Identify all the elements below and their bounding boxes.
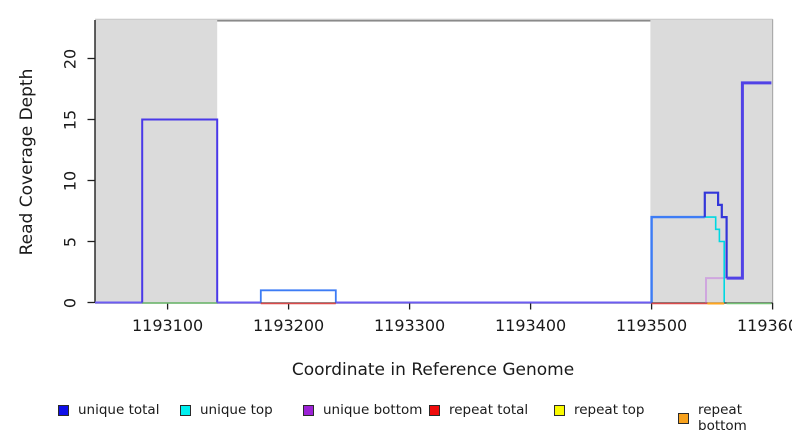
legend-swatch-icon [678, 412, 689, 424]
x-tick-label: 1193500 [615, 316, 688, 335]
x-axis-title: Coordinate in Reference Genome [291, 360, 575, 380]
legend-item-label: repeat total [449, 402, 529, 418]
x-tick-label: 1193100 [131, 316, 204, 335]
x-tick-label: 1193300 [373, 316, 446, 335]
x-tick-label: 1193400 [494, 316, 567, 335]
legend-swatch-icon [58, 404, 69, 416]
coverage-step-line [650, 215, 705, 303]
legend-swatch-icon [554, 404, 565, 416]
coverage-step-line [259, 289, 337, 303]
coverage-step-line [705, 277, 727, 303]
legend-item-label: unique top [200, 402, 273, 418]
y-axis-title: Read Coverage Depth [17, 68, 37, 256]
legend-item: unique bottom [303, 402, 422, 418]
legend-item: unique top [180, 402, 273, 418]
legend-item: repeat total [429, 402, 528, 418]
y-tick-label: 15 [60, 109, 80, 130]
legend-item-label: unique bottom [323, 402, 423, 418]
coverage-step-line [141, 118, 219, 303]
legend-item-label: unique total [78, 402, 160, 418]
coverage-step-line [703, 191, 728, 279]
legend-item: unique total [58, 402, 159, 418]
legend-swatch-icon [303, 404, 314, 416]
legend-item: repeat bottom [678, 402, 792, 432]
legend-swatch-icon [429, 404, 440, 416]
y-tick-label: 10 [60, 170, 80, 191]
y-tick-label: 5 [60, 236, 80, 247]
legend-item: repeat top [554, 402, 644, 418]
y-tick-label: 20 [60, 48, 80, 69]
y-tick-label: 0 [60, 297, 80, 308]
coverage-step-line [704, 216, 726, 303]
shaded-repeat-region [650, 19, 773, 303]
legend-item-label: repeat top [574, 402, 645, 418]
shaded-repeat-region [95, 19, 218, 303]
x-tick-label: 1193600 [736, 316, 792, 335]
legend-item-label: repeat bottom [698, 402, 747, 432]
coverage-step-line [726, 81, 772, 280]
legend-swatch-icon [180, 404, 191, 416]
x-tick-label: 1193200 [252, 316, 325, 335]
